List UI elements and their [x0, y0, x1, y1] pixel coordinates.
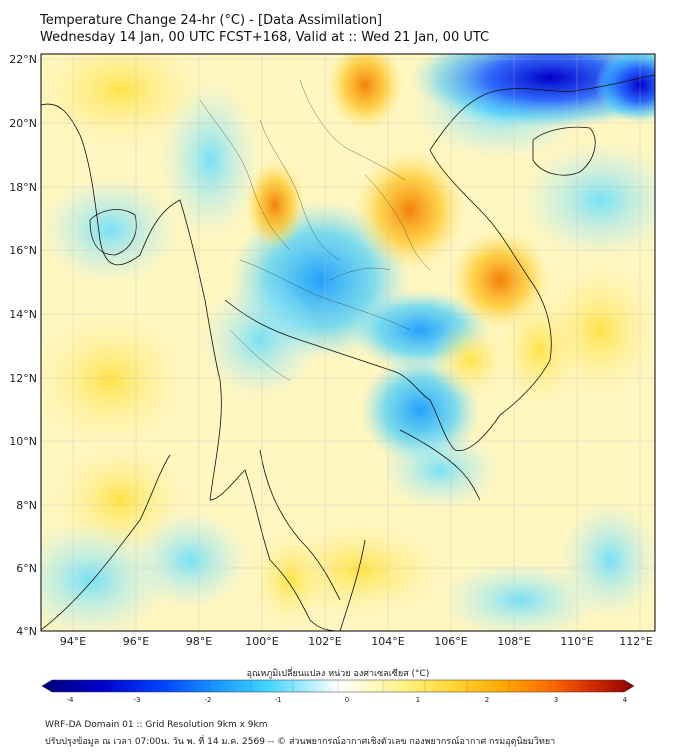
lat-axis: 22°N 20°N 18°N 16°N 14°N 12°N 10°N 8°N 6…: [9, 53, 37, 638]
colorbar-tick: 3: [554, 696, 558, 704]
lon-label: 108°E: [497, 635, 530, 648]
colorbar-tick: -2: [205, 696, 212, 704]
colorbar: -4 -3 -2 -1 0 1 2 3 4: [41, 679, 635, 704]
lat-label: 22°N: [9, 53, 37, 66]
colorbar-tick: -4: [67, 696, 75, 704]
lon-label: 112°E: [619, 635, 652, 648]
gridlines: [41, 54, 655, 631]
lat-label: 12°N: [9, 372, 37, 385]
lat-label: 4°N: [16, 625, 37, 638]
lat-label: 18°N: [9, 181, 37, 194]
colorbar-tick: 4: [623, 696, 628, 704]
lon-label: 100°E: [245, 635, 278, 648]
lon-label: 106°E: [434, 635, 467, 648]
lon-axis: 94°E 96°E 98°E 100°E 102°E 104°E 106°E 1…: [60, 635, 653, 648]
colorbar-tick: 0: [345, 696, 349, 704]
lon-label: 110°E: [560, 635, 593, 648]
map-title: Temperature Change 24-hr (°C) - [Data As…: [40, 12, 489, 46]
colorbar-title: อุณหภูมิเปลี่ยนแปลง หน่วย องศาเซลเซียส (…: [246, 669, 430, 679]
footer-model-info: WRF-DA Domain 01 :: Grid Resolution 9km …: [45, 720, 268, 730]
colorbar-tick: -1: [275, 696, 282, 704]
admin-borders: [199, 79, 431, 381]
temperature-field: [41, 54, 655, 631]
lon-label: 96°E: [123, 635, 149, 648]
coastlines: [41, 74, 655, 631]
lat-label: 20°N: [9, 117, 37, 130]
title-line-2: Wednesday 14 Jan, 00 UTC FCST+168, Valid…: [40, 30, 490, 45]
lat-label: 14°N: [9, 308, 37, 321]
map-border: [40, 53, 656, 632]
lat-label: 10°N: [9, 435, 37, 448]
footer-credit: ปรับปรุงข้อมูล ณ เวลา 07:00น. วัน พ. ที่…: [45, 737, 556, 747]
lat-label: 16°N: [9, 244, 37, 257]
lon-label: 98°E: [186, 635, 212, 648]
lon-label: 104°E: [371, 635, 404, 648]
colorbar-tick: 2: [485, 696, 489, 704]
colorbar-tick: -3: [134, 696, 141, 704]
title-line-1: Temperature Change 24-hr (°C) - [Data As…: [40, 13, 383, 28]
lon-label: 94°E: [60, 635, 86, 648]
lat-label: 8°N: [16, 499, 37, 512]
lat-label: 6°N: [16, 562, 37, 575]
lon-label: 102°E: [308, 635, 341, 648]
colorbar-tick: 1: [416, 696, 420, 704]
